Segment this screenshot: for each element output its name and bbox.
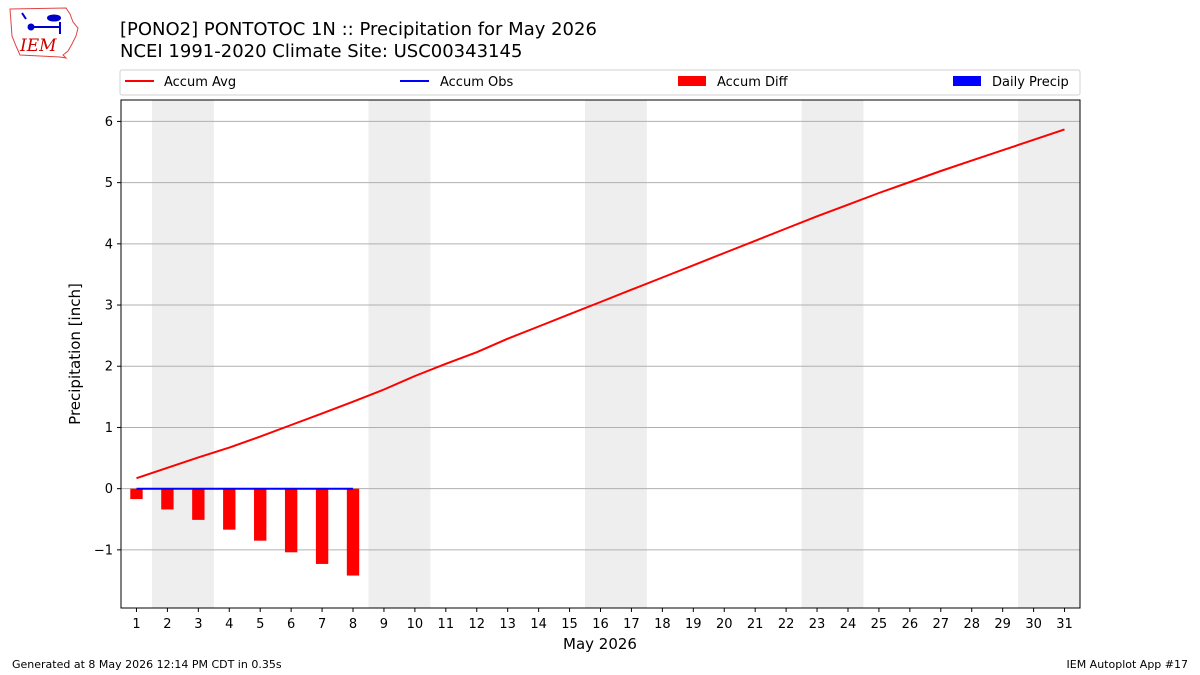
x-tick-label: 25	[871, 617, 888, 632]
accum-diff-bar	[254, 488, 267, 541]
y-tick-label: −1	[94, 543, 113, 558]
x-tick-label: 14	[530, 617, 547, 632]
weekend-band-2	[368, 100, 431, 608]
y-tick-label: 5	[105, 176, 113, 191]
x-tick-label: 12	[468, 617, 485, 632]
accum-diff-bar	[346, 488, 360, 576]
x-tick-label: 21	[747, 617, 764, 632]
x-tick-label: 17	[623, 617, 640, 632]
x-tick-label: 23	[809, 617, 826, 632]
x-tick-label: 19	[685, 617, 702, 632]
x-tick-label: 2	[163, 617, 171, 632]
x-tick-label: 24	[840, 617, 857, 632]
accum-avg-line	[136, 128, 1065, 480]
y-axis-ticks: −1 0 1 2 3 4 5 6	[94, 115, 121, 558]
legend-swatch-accum-diff	[678, 76, 706, 86]
legend-label-accum-diff: Accum Diff	[717, 75, 789, 90]
accum-diff-bar	[223, 488, 236, 530]
accum-diff-bar	[161, 488, 174, 510]
weekend-band-3	[585, 100, 647, 608]
legend: Accum Avg Accum Obs Accum Diff Daily Pre…	[119, 69, 1081, 96]
accum-diff-bar	[192, 488, 205, 520]
app-credit: IEM Autoplot App #17	[1066, 658, 1189, 671]
x-tick-label: 6	[287, 617, 295, 632]
x-tick-label: 16	[592, 617, 609, 632]
x-tick-label: 1	[132, 617, 140, 632]
weekend-band-4	[801, 100, 864, 608]
y-tick-label: 3	[105, 299, 113, 314]
x-tick-label: 26	[902, 617, 919, 632]
x-tick-label: 13	[499, 617, 516, 632]
x-tick-label: 7	[318, 617, 326, 632]
horizontal-gridlines	[121, 120, 1080, 551]
x-tick-label: 15	[561, 617, 578, 632]
accum-diff-bar	[130, 488, 143, 500]
x-axis-label: May 2026	[563, 635, 637, 653]
x-tick-label: 3	[194, 617, 202, 632]
legend-swatch-daily-precip	[953, 76, 981, 86]
x-tick-label: 22	[778, 617, 795, 632]
x-tick-label: 31	[1056, 617, 1073, 632]
legend-label-daily-precip: Daily Precip	[992, 75, 1069, 90]
x-tick-label: 20	[716, 617, 733, 632]
y-tick-label: 2	[105, 360, 113, 375]
y-tick-label: 6	[105, 115, 113, 130]
weather-station-icon	[21, 12, 61, 34]
logo-text: IEM	[19, 36, 57, 56]
y-tick-label: 0	[105, 482, 113, 497]
generated-timestamp: Generated at 8 May 2026 12:14 PM CDT in …	[12, 658, 282, 671]
weekend-band-5	[1018, 100, 1080, 608]
x-tick-label: 30	[1025, 617, 1042, 632]
y-tick-label: 4	[105, 237, 113, 252]
series-lines	[136, 128, 1065, 490]
x-tick-label: 27	[933, 617, 950, 632]
x-tick-label: 11	[438, 617, 455, 632]
iowa-outline-icon	[9, 7, 79, 59]
chart-title: [PONO2] PONTOTOC 1N :: Precipitation for…	[120, 19, 597, 40]
x-tick-label: 8	[349, 617, 357, 632]
y-tick-label: 1	[105, 421, 113, 436]
x-tick-label: 29	[994, 617, 1011, 632]
x-tick-label: 18	[654, 617, 671, 632]
x-tick-label: 4	[225, 617, 233, 632]
x-tick-label: 28	[963, 617, 980, 632]
legend-label-accum-obs: Accum Obs	[440, 75, 513, 90]
legend-label-accum-avg: Accum Avg	[164, 75, 236, 90]
legend-frame	[119, 69, 1081, 96]
x-tick-label: 5	[256, 617, 264, 632]
chart-subtitle: NCEI 1991-2020 Climate Site: USC00343145	[120, 41, 522, 62]
iem-logo: IEM	[9, 7, 79, 59]
accum-diff-bars	[130, 488, 360, 576]
x-tick-label: 10	[407, 617, 424, 632]
accum-diff-bar	[315, 488, 329, 564]
weekend-band-1	[151, 100, 214, 608]
accum-diff-bar	[284, 488, 298, 553]
x-tick-label: 9	[380, 617, 388, 632]
x-axis-ticks: 1 2 3 4 5 6 7 8 9 10 11 12 13 14 15 16 17 18 19 20 21 22 23 24 2…	[132, 608, 1073, 632]
y-axis-label: Precipitation [inch]	[66, 283, 84, 425]
weekend-bands	[151, 100, 1080, 608]
